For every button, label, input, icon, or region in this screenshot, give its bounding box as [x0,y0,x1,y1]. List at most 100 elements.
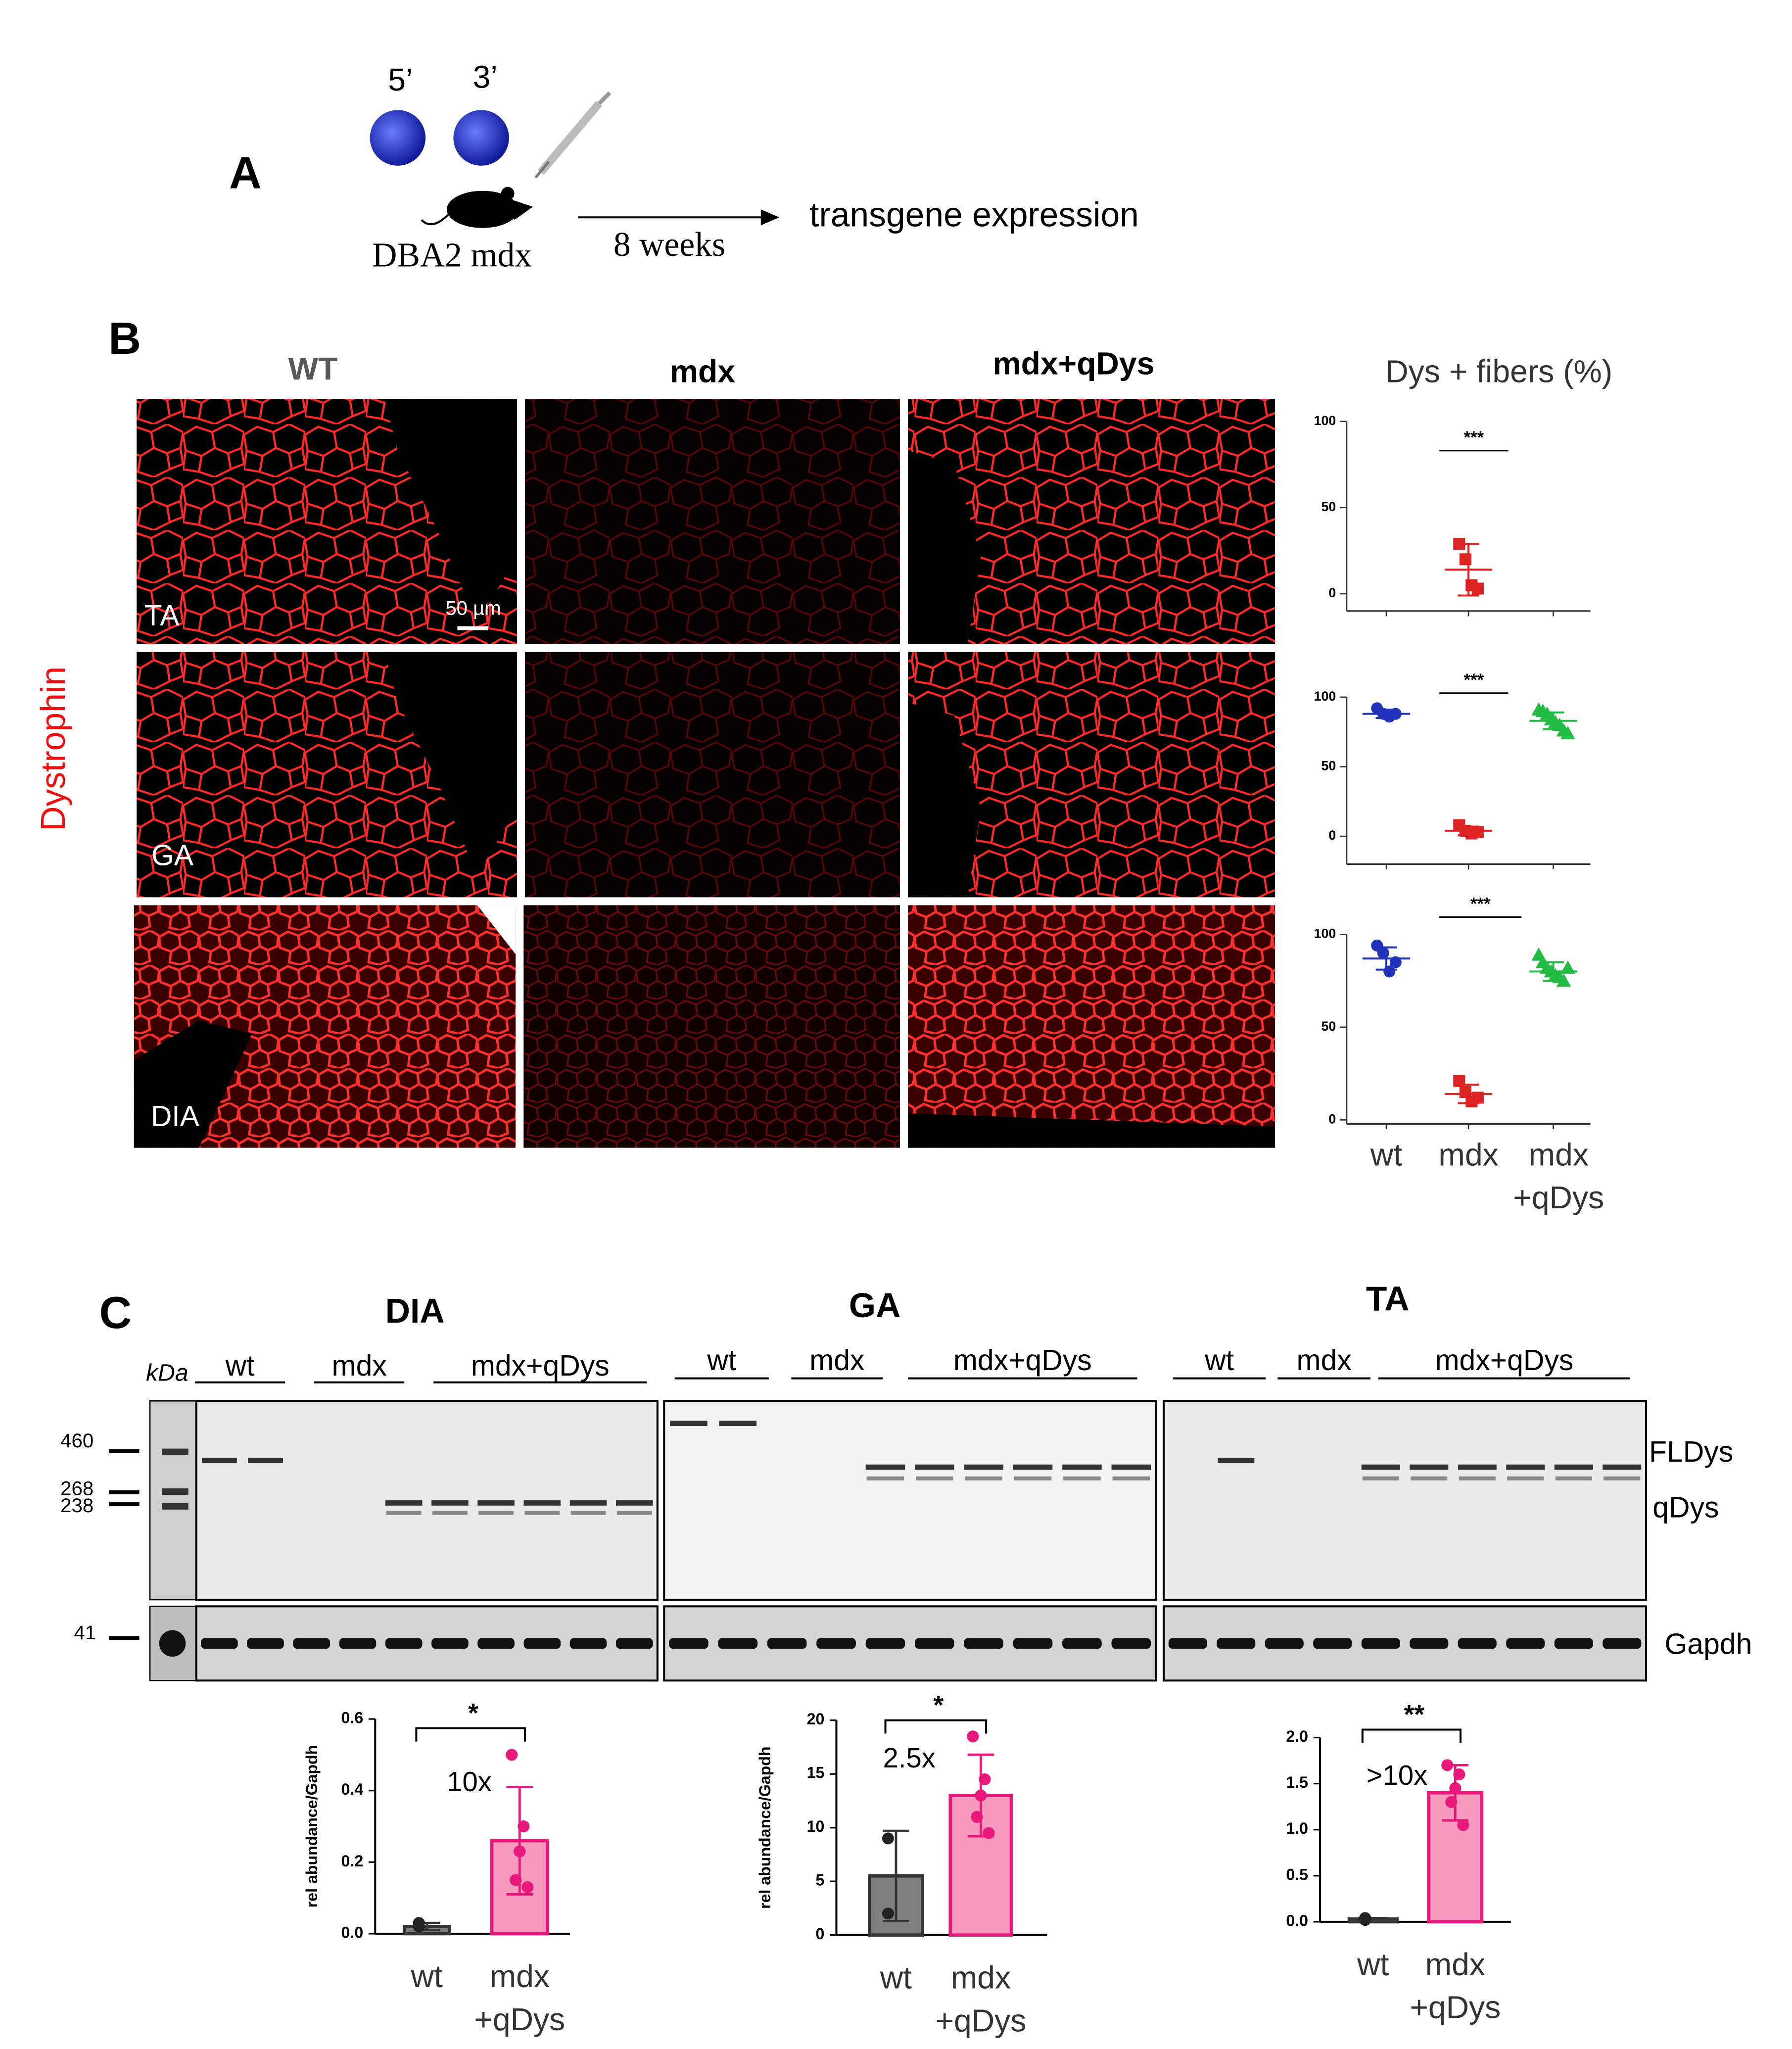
band [1013,1638,1053,1649]
chart-title: Dys + fibers (%) [1385,353,1612,389]
data-point [1383,965,1396,978]
marker-ticks [108,1449,140,1640]
band [1168,1638,1207,1649]
y-tick-label: 100 [1314,413,1336,428]
data-point [506,1749,518,1761]
y-tick-label: 0 [1328,585,1336,600]
y-tick-label: 50 [1321,499,1336,514]
band [964,1638,1003,1649]
marker-band [162,1448,189,1456]
band-label: qDys [1652,1491,1719,1524]
stain-label: Dystrophin [34,667,72,831]
blot-title: TA [1366,1280,1410,1318]
y-tick-label: 15 [807,1764,825,1782]
blot-title: GA [849,1286,900,1325]
group-label: mdx+qDys [471,1350,610,1382]
band [915,1464,954,1470]
x-tick-label: wt [1370,1137,1402,1172]
band [669,1638,708,1649]
band [1603,1476,1641,1480]
band [1014,1476,1052,1480]
data-point [514,1845,526,1858]
y-tick-label: 0 [1328,1111,1336,1126]
x-tick-label: mdx +qDys [1513,1137,1604,1215]
panel-label: C [99,1288,132,1338]
y-tick-label: 50 [1321,759,1336,773]
significance: ** [1404,1700,1424,1729]
x-tick-label: wt [1357,1947,1389,1982]
y-axis-label: rel abundance/Gapdh [303,1745,321,1907]
band [569,1500,607,1506]
group-label: mdx [809,1344,864,1377]
column-header: WT [288,351,337,386]
significance-bracket [1361,1728,1462,1743]
band [339,1638,377,1649]
significance-bracket [415,1727,526,1742]
data-point [1359,1912,1371,1924]
row-label: TA [144,600,180,632]
data-point [510,1874,522,1886]
band [767,1638,807,1649]
y-tick-label: 0 [1328,828,1336,843]
band [1111,1464,1151,1470]
fold-change: 2.5x [883,1742,936,1773]
band [1013,1464,1053,1470]
data-point [1471,1092,1484,1104]
aav-icon [453,110,509,166]
marker-lane [149,1400,197,1601]
group-label: mdx [332,1350,387,1382]
row-label: GA [151,840,194,872]
band [816,1638,856,1649]
band-label: FLDys [1649,1436,1733,1468]
y-axis-label: rel abundance/Gapdh [756,1746,774,1908]
y-tick-label: 0.0 [341,1923,364,1941]
outcome-label: transgene expression [809,195,1139,234]
y-tick-label: 20 [807,1710,825,1728]
band [1361,1638,1400,1649]
group-label: wt [1204,1344,1234,1377]
band [201,1458,237,1464]
significance-bracket [884,1719,988,1734]
data-point [1453,537,1465,550]
group-label: mdx [1297,1344,1352,1377]
marker-label: 238 [60,1494,94,1517]
data-point [975,1789,987,1802]
band [477,1638,515,1649]
arrow [578,209,780,226]
data-point [1453,1768,1465,1781]
band [1603,1464,1642,1470]
y-tick-label: 50 [1321,1019,1336,1034]
band [1361,1464,1400,1470]
micrographs [134,399,1275,1148]
data-point [882,1907,894,1920]
band [1459,1476,1496,1480]
mouse-icon [421,187,533,228]
data-point [1459,553,1471,566]
band [201,1638,238,1649]
data-point [971,1811,983,1823]
group-label: wt [707,1344,736,1377]
significance: * [933,1691,943,1720]
duration-label: 8 weeks [613,226,725,264]
band [248,1458,283,1464]
band [1507,1476,1544,1480]
band [431,1500,469,1506]
data-point [1445,1796,1458,1808]
band [1458,1638,1497,1649]
band [523,1638,561,1649]
band [1555,1476,1592,1480]
band [915,1638,954,1649]
y-tick-label: 10 [807,1817,825,1835]
band [865,1464,905,1470]
data-point [1449,1782,1462,1794]
blot [1163,1400,1648,1601]
band [1062,1638,1102,1649]
data-point [1389,708,1402,720]
marker-band [162,1503,189,1510]
panel-label: A [229,148,262,198]
band [965,1476,1002,1480]
x-tick-label: wt [880,1960,912,1996]
significance: *** [1470,895,1491,914]
y-tick-label: 1.0 [1286,1819,1308,1837]
band [1411,1476,1448,1480]
